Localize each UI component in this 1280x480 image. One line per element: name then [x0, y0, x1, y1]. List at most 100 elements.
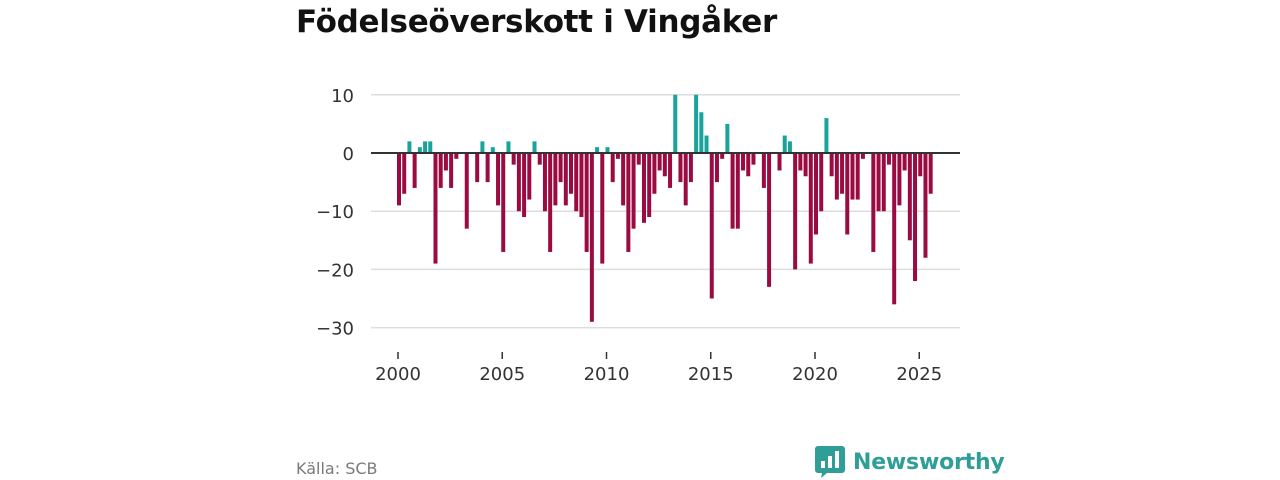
- bar: [735, 153, 740, 229]
- bar: [511, 153, 516, 165]
- bar: [855, 153, 860, 200]
- bar: [402, 153, 407, 194]
- bar: [475, 153, 480, 183]
- chart-title: Födelseöverskott i Vingåker: [296, 4, 777, 40]
- bar: [610, 153, 615, 183]
- bar: [662, 153, 667, 177]
- bar: [907, 153, 912, 241]
- bar: [787, 141, 792, 153]
- bar: [569, 153, 574, 194]
- bar: [537, 153, 542, 165]
- bar: [881, 153, 886, 212]
- bar: [840, 153, 845, 194]
- bar: [902, 153, 907, 171]
- bar: [506, 141, 511, 153]
- x-tick-label: 2000: [375, 364, 421, 385]
- bar: [798, 153, 803, 171]
- bar: [928, 153, 933, 194]
- bar: [683, 153, 688, 206]
- bar: [621, 153, 626, 206]
- bar: [923, 153, 928, 258]
- bar: [892, 153, 897, 305]
- bar: [589, 153, 594, 322]
- bar: [516, 153, 521, 212]
- bar: [814, 153, 818, 235]
- bar: [641, 153, 646, 223]
- bar: [527, 153, 532, 200]
- bar: [918, 153, 923, 177]
- bar: [876, 153, 881, 212]
- bar-chart-speech-icon: [815, 446, 845, 478]
- brand-logo[interactable]: Newsworthy: [815, 446, 1005, 478]
- bar: [803, 153, 808, 177]
- bar: [913, 153, 918, 282]
- bar: [782, 135, 787, 153]
- bar: [897, 153, 902, 206]
- bar: [407, 141, 412, 153]
- bar: [490, 147, 495, 153]
- bar: [574, 153, 579, 212]
- y-tick-label: −20: [316, 260, 354, 281]
- bar: [428, 141, 433, 153]
- bar: [777, 153, 782, 171]
- bar: [725, 123, 730, 153]
- bar: [767, 153, 772, 287]
- y-tick-label: 10: [331, 86, 354, 107]
- bar: [673, 94, 678, 153]
- bar: [751, 153, 756, 165]
- y-tick-label: 0: [343, 144, 354, 165]
- bar: [850, 153, 855, 200]
- bar: [871, 153, 876, 252]
- bar: [454, 153, 459, 159]
- bar: [720, 153, 725, 159]
- bar: [480, 141, 485, 153]
- bar: [595, 147, 600, 153]
- bar: [548, 153, 553, 252]
- x-tick-label: 2020: [792, 364, 838, 385]
- bar: [626, 153, 631, 252]
- bar: [485, 153, 490, 183]
- bar: [688, 153, 693, 183]
- bar: [496, 153, 501, 206]
- bar: [532, 141, 537, 153]
- bar: [600, 153, 605, 264]
- y-tick-label: −30: [316, 319, 354, 340]
- bar: [845, 153, 850, 235]
- bar: [558, 153, 563, 183]
- bar: [793, 153, 798, 270]
- bar: [397, 153, 401, 206]
- bar: [824, 118, 829, 153]
- bar: [678, 153, 683, 183]
- source-label: Källa: SCB: [296, 459, 378, 478]
- bar: [584, 153, 589, 252]
- bar: [412, 153, 417, 188]
- grid-lines: [371, 94, 960, 329]
- bar: [699, 112, 704, 153]
- bar: [605, 147, 610, 153]
- x-tick-label: 2010: [584, 364, 630, 385]
- bar: [563, 153, 568, 206]
- x-tick-label: 2005: [479, 364, 525, 385]
- bar: [501, 153, 506, 252]
- y-tick-label: −10: [316, 202, 354, 223]
- brand-name: Newsworthy: [853, 449, 1005, 475]
- bar: [886, 153, 891, 165]
- bar: [438, 153, 443, 188]
- bar: [636, 153, 641, 165]
- bar: [443, 153, 448, 171]
- bar: [423, 141, 428, 153]
- bar: [808, 153, 813, 264]
- bar: [631, 153, 636, 229]
- bar: [433, 153, 438, 264]
- bar: [829, 153, 834, 177]
- x-tick-label: 2015: [688, 364, 734, 385]
- bar: [714, 153, 719, 183]
- bar: [819, 153, 824, 212]
- bar: [741, 153, 746, 171]
- bar: [709, 153, 714, 299]
- y-axis: 10 0 −10 −20 −30: [316, 86, 354, 340]
- bar: [464, 153, 469, 229]
- bar: [834, 153, 839, 200]
- bar: [668, 153, 673, 188]
- bar: [652, 153, 657, 194]
